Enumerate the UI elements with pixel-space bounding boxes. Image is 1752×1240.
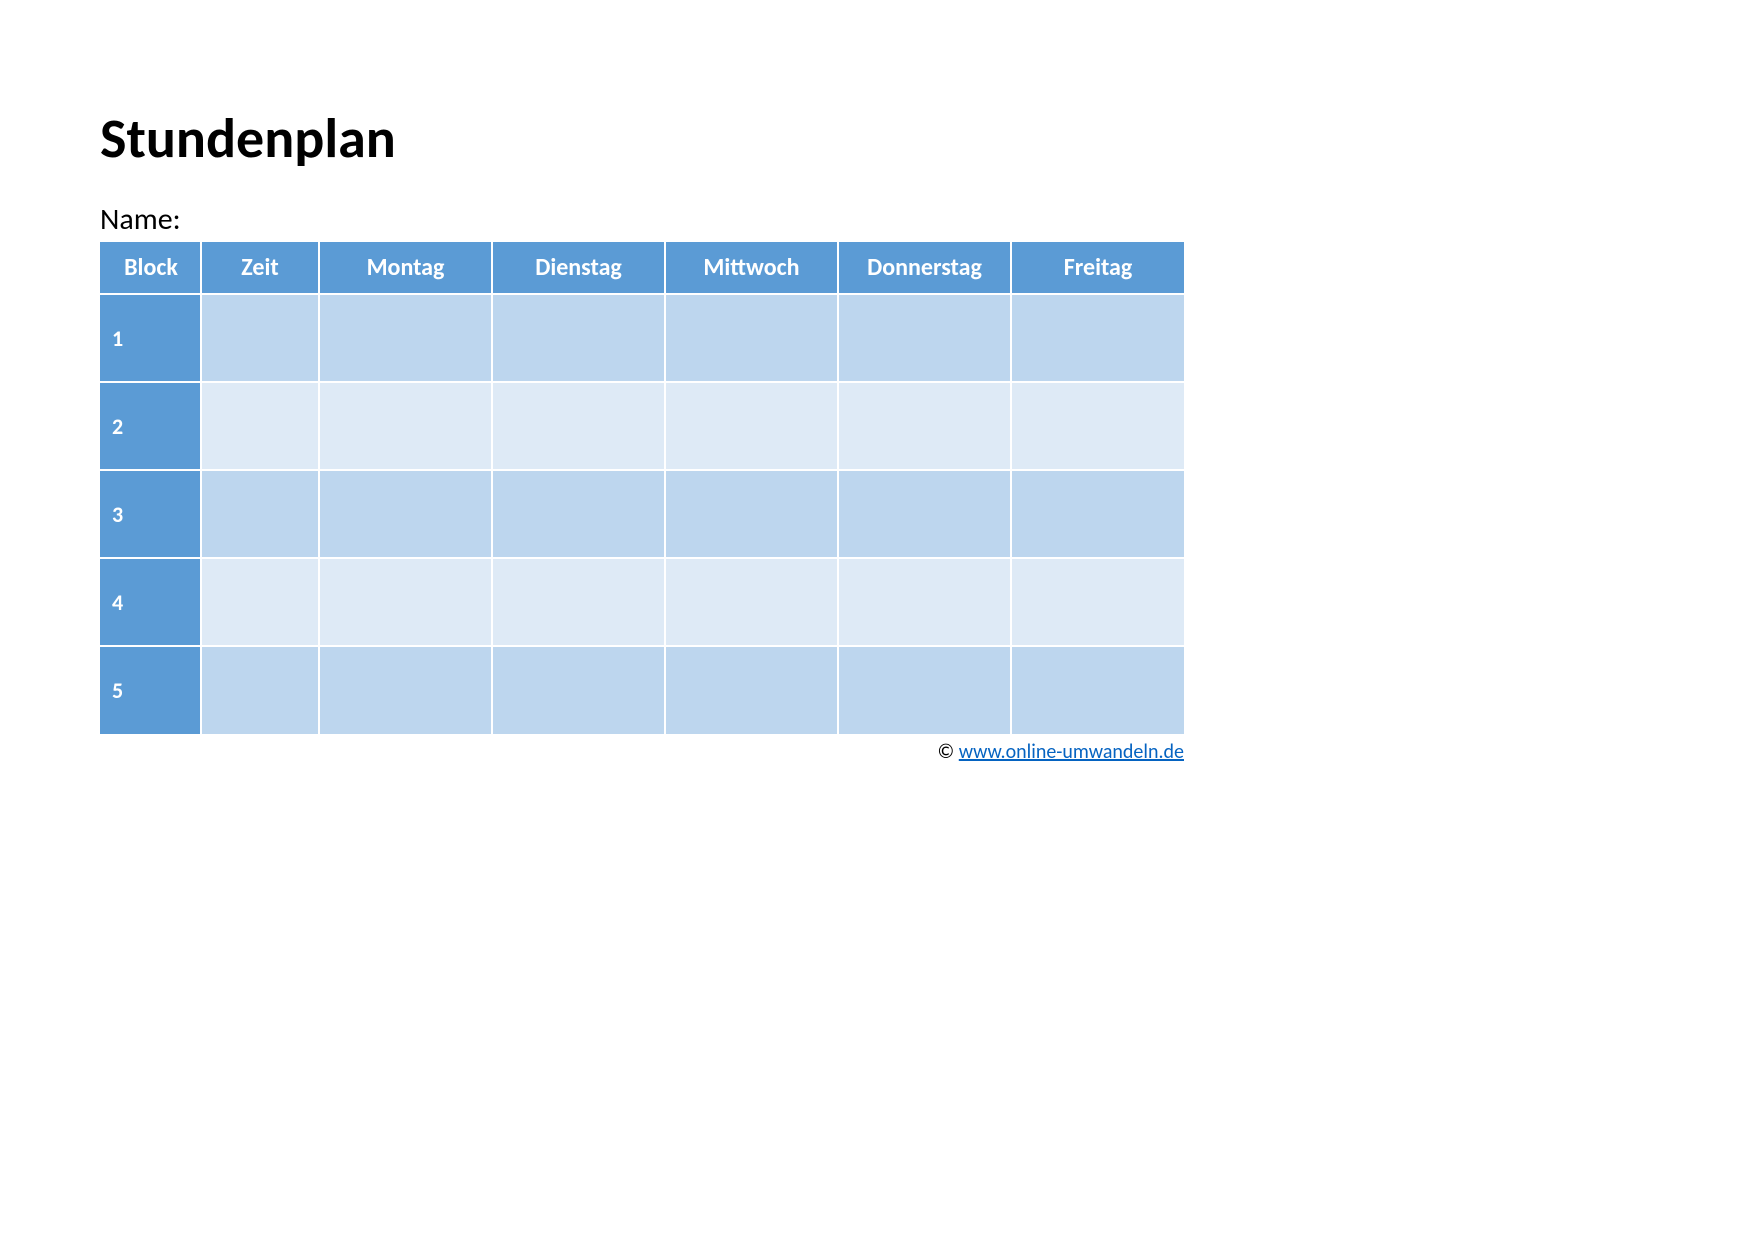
table-cell [492, 646, 665, 734]
table-cell [838, 558, 1011, 646]
table-header-cell: Donnerstag [838, 242, 1011, 294]
row-block-number: 5 [101, 646, 201, 734]
table-header-cell: Zeit [201, 242, 319, 294]
table-cell [201, 646, 319, 734]
table-row: 1 [101, 294, 1184, 382]
table-header-cell: Mittwoch [665, 242, 838, 294]
table-header-cell: Dienstag [492, 242, 665, 294]
table-cell [319, 294, 492, 382]
timetable: BlockZeitMontagDienstagMittwochDonnersta… [100, 242, 1184, 734]
table-row: 4 [101, 558, 1184, 646]
table-cell [665, 382, 838, 470]
table-row: 3 [101, 470, 1184, 558]
table-header-row: BlockZeitMontagDienstagMittwochDonnersta… [101, 242, 1184, 294]
table-cell [201, 558, 319, 646]
table-cell [665, 558, 838, 646]
footer-link[interactable]: www.online-umwandeln.de [959, 740, 1184, 764]
table-cell [665, 470, 838, 558]
table-cell [319, 382, 492, 470]
copyright-symbol: © [938, 740, 955, 764]
table-cell [492, 470, 665, 558]
table-cell [838, 470, 1011, 558]
table-cell [838, 382, 1011, 470]
row-block-number: 2 [101, 382, 201, 470]
row-block-number: 1 [101, 294, 201, 382]
table-cell [838, 646, 1011, 734]
table-cell [492, 558, 665, 646]
table-header-cell: Block [101, 242, 201, 294]
table-cell [319, 558, 492, 646]
table-cell [492, 382, 665, 470]
footer: © www.online-umwandeln.de [100, 740, 1184, 764]
table-cell [1011, 382, 1184, 470]
name-label: Name: [100, 201, 1652, 238]
table-cell [1011, 558, 1184, 646]
table-cell [201, 470, 319, 558]
table-row: 5 [101, 646, 1184, 734]
table-cell [319, 470, 492, 558]
table-cell [838, 294, 1011, 382]
table-cell [665, 294, 838, 382]
table-cell [1011, 646, 1184, 734]
table-cell [1011, 294, 1184, 382]
row-block-number: 3 [101, 470, 201, 558]
table-header-cell: Montag [319, 242, 492, 294]
row-block-number: 4 [101, 558, 201, 646]
table-header-cell: Freitag [1011, 242, 1184, 294]
table-cell [1011, 470, 1184, 558]
table-cell [665, 646, 838, 734]
table-cell [492, 294, 665, 382]
page-title: Stundenplan [100, 105, 1652, 173]
table-row: 2 [101, 382, 1184, 470]
table-cell [201, 382, 319, 470]
table-cell [319, 646, 492, 734]
table-cell [201, 294, 319, 382]
